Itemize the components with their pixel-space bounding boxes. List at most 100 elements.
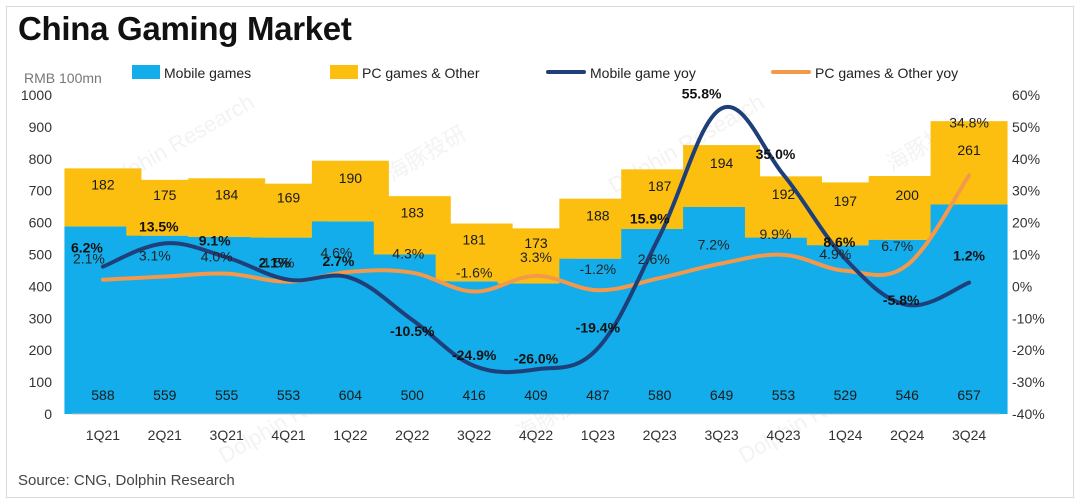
pc-yoy-label: 7.2% xyxy=(698,236,730,252)
mobile-yoy-label: 9.1% xyxy=(199,232,231,248)
line-mobile-yoy xyxy=(100,104,972,375)
bar-pc xyxy=(930,121,1008,205)
x-tick-label: 4Q22 xyxy=(519,427,553,443)
bar-mobile-value: 546 xyxy=(896,387,920,403)
legend-label: Mobile games xyxy=(164,65,251,81)
x-tick-label: 2Q24 xyxy=(890,427,924,443)
bar-pc-value: 173 xyxy=(524,235,548,251)
y-tick-label: 600 xyxy=(29,215,53,231)
pc-yoy-label: 2.1% xyxy=(73,251,105,267)
bar-pc-value: 190 xyxy=(339,170,363,186)
x-tick-label: 3Q22 xyxy=(457,427,491,443)
mobile-yoy-label: 55.8% xyxy=(682,85,722,101)
pc-yoy-label: 1.5% xyxy=(263,255,295,271)
legend-item: PC games & Other xyxy=(330,65,480,81)
bar-pc-value: 200 xyxy=(896,187,920,203)
y-tick-label: 0 xyxy=(44,406,52,422)
bar-mobile-value: 553 xyxy=(772,387,796,403)
y2-tick-label: -10% xyxy=(1012,310,1045,326)
legend-item: Mobile games xyxy=(132,65,251,81)
bar-mobile-value: 649 xyxy=(710,387,734,403)
pc-yoy-label: -1.2% xyxy=(580,261,617,277)
y-tick-label: 1000 xyxy=(21,87,52,103)
mobile-yoy-label: 8.6% xyxy=(823,234,855,250)
bar-mobile-value: 657 xyxy=(957,387,981,403)
pc-yoy-label: 3.3% xyxy=(520,249,552,265)
legend-item: PC games & Other yoy xyxy=(771,65,958,81)
y2-tick-label: 40% xyxy=(1012,151,1040,167)
bar-mobile-value: 588 xyxy=(91,387,115,403)
bar-mobile-value: 559 xyxy=(153,387,177,403)
bar-mobile-value: 409 xyxy=(524,387,548,403)
y-tick-label: 800 xyxy=(29,151,53,167)
mobile-yoy-label: -24.9% xyxy=(452,347,497,363)
y2-tick-label: 30% xyxy=(1012,183,1040,199)
y2-tick-label: -30% xyxy=(1012,374,1045,390)
bar-mobile-value: 580 xyxy=(648,387,672,403)
legend-label: PC games & Other xyxy=(362,65,480,81)
bar-mobile-value: 529 xyxy=(834,387,858,403)
line-pc-yoy xyxy=(100,173,972,294)
x-tick-label: 1Q24 xyxy=(828,427,862,443)
mobile-yoy-label: -5.8% xyxy=(883,292,920,308)
mobile-yoy-label: -19.4% xyxy=(576,319,621,335)
mobile-yoy-label: -26.0% xyxy=(514,350,559,366)
x-tick-label: 2Q23 xyxy=(643,427,677,443)
bar-pc-value: 184 xyxy=(215,187,239,203)
y2-tick-label: 0% xyxy=(1012,278,1032,294)
point-labels: 6.2% 13.5% 9.1% 2.1% 2.7% -10.5% -24.9% -26.0% -… xyxy=(71,85,989,366)
pc-yoy-label: 6.7% xyxy=(881,238,913,254)
y-tick-label: 300 xyxy=(29,310,53,326)
pc-yoy-label: 34.8% xyxy=(949,114,989,130)
y2-tick-label: 20% xyxy=(1012,215,1040,231)
mobile-yoy-label: 13.5% xyxy=(139,218,179,234)
bar-mobile-value: 416 xyxy=(462,387,486,403)
bar-mobile-value: 500 xyxy=(401,387,425,403)
bar-pc-value: 175 xyxy=(153,187,177,203)
y-axis-right: -40% -30% -20% -10% 0% 10% 20% 30% 40% 50% 60% xyxy=(1012,87,1045,422)
pc-yoy-label: 4.9% xyxy=(819,246,851,262)
legend-swatch xyxy=(330,65,358,79)
source-note: Source: CNG, Dolphin Research xyxy=(18,472,235,489)
bar-pc-value: 182 xyxy=(91,176,115,192)
legend-label: PC games & Other yoy xyxy=(815,65,958,81)
y2-tick-label: 50% xyxy=(1012,119,1040,135)
y2-tick-label: -20% xyxy=(1012,342,1045,358)
bar-pc-value: 188 xyxy=(586,208,610,224)
y2-tick-label: 60% xyxy=(1012,87,1040,103)
bar-pc-value: 183 xyxy=(401,204,425,220)
y-tick-label: 400 xyxy=(29,278,53,294)
pc-yoy-label: 9.9% xyxy=(760,226,792,242)
y2-tick-label: 10% xyxy=(1012,247,1040,263)
legend-item: Mobile game yoy xyxy=(546,65,696,81)
x-tick-label: 1Q23 xyxy=(581,427,615,443)
mobile-yoy-label: 6.2% xyxy=(71,240,103,256)
x-tick-label: 1Q22 xyxy=(333,427,367,443)
pc-yoy-label: 4.6% xyxy=(320,245,352,261)
x-tick-label: 2Q22 xyxy=(395,427,429,443)
pc-yoy-label: 4.0% xyxy=(201,249,233,265)
bars: 588 182 559 175 555 184 553 169 604 190 500 183 416 1… xyxy=(64,121,1008,414)
legend-swatch xyxy=(132,65,160,79)
x-tick-label: 3Q21 xyxy=(210,427,244,443)
bar-mobile xyxy=(930,204,1008,414)
bar-pc-value: 194 xyxy=(710,155,734,171)
y-tick-label: 100 xyxy=(29,374,53,390)
x-tick-label: 3Q23 xyxy=(704,427,738,443)
y-tick-label: 900 xyxy=(29,119,53,135)
legend-label: Mobile game yoy xyxy=(590,65,696,81)
y-tick-label: 200 xyxy=(29,342,53,358)
bar-pc-value: 187 xyxy=(648,178,672,194)
mobile-yoy-label: 35.0% xyxy=(756,146,796,162)
bar-pc-value: 181 xyxy=(462,231,486,247)
x-tick-label: 4Q21 xyxy=(271,427,305,443)
bar-pc-value: 197 xyxy=(834,193,858,209)
mobile-yoy-label: 15.9% xyxy=(630,211,670,227)
y-axis-label: RMB 100mn xyxy=(24,70,102,86)
mobile-yoy-label: 1.2% xyxy=(953,248,985,264)
y-tick-label: 700 xyxy=(29,183,53,199)
bar-mobile-value: 487 xyxy=(586,387,610,403)
page-title: China Gaming Market xyxy=(18,10,352,47)
x-tick-label: 1Q21 xyxy=(86,427,120,443)
